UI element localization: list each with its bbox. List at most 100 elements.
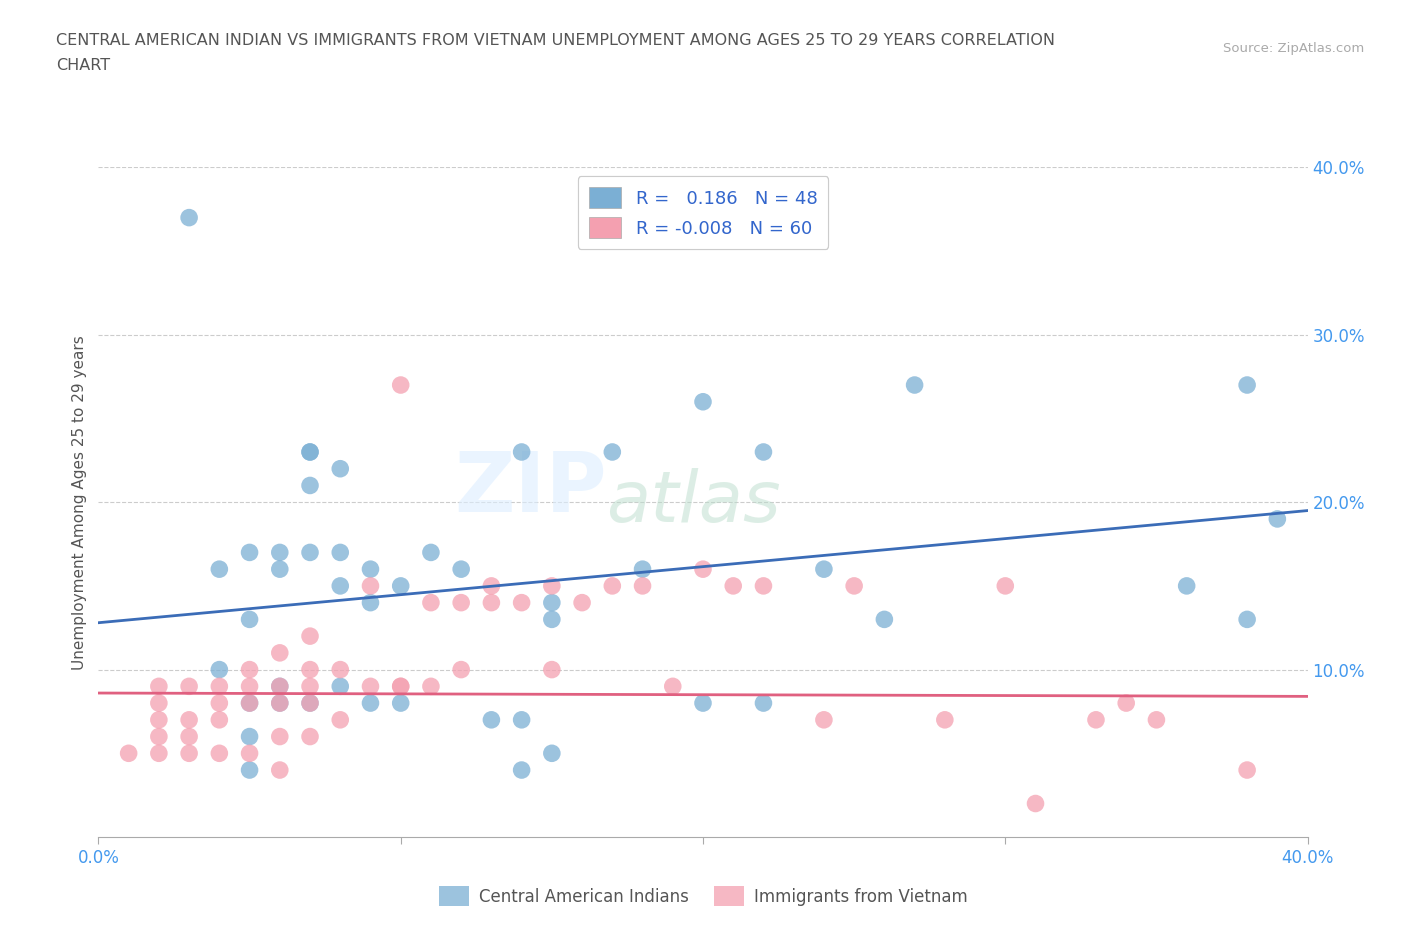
Point (299, 696, 322, 711)
Point (1265, 512, 1288, 526)
Legend: Central American Indians, Immigrants from Vietnam: Central American Indians, Immigrants fro… (432, 880, 974, 912)
Point (329, 712, 352, 727)
Point (177, 746, 201, 761)
Point (269, 696, 291, 711)
Point (329, 461, 352, 476)
Point (269, 729, 291, 744)
Point (844, 578, 866, 593)
Point (389, 696, 412, 711)
Point (540, 578, 562, 593)
Text: CHART: CHART (56, 58, 110, 73)
Point (873, 612, 896, 627)
Point (239, 662, 262, 677)
Point (813, 712, 835, 727)
Point (239, 746, 262, 761)
Point (329, 578, 352, 593)
Point (269, 763, 291, 777)
Text: CENTRAL AMERICAN INDIAN VS IMMIGRANTS FROM VIETNAM UNEMPLOYMENT AMONG AGES 25 TO: CENTRAL AMERICAN INDIAN VS IMMIGRANTS FR… (56, 33, 1056, 47)
Point (419, 595, 441, 610)
Point (1236, 763, 1258, 777)
Text: Source: ZipAtlas.com: Source: ZipAtlas.com (1223, 42, 1364, 55)
Point (239, 763, 262, 777)
Point (631, 578, 654, 593)
Point (450, 662, 472, 677)
Point (177, 712, 201, 727)
Point (329, 679, 352, 694)
Point (571, 595, 593, 610)
Point (721, 578, 744, 593)
Point (510, 595, 533, 610)
Point (269, 679, 291, 694)
Point (1236, 612, 1258, 627)
Point (177, 729, 201, 744)
Point (360, 578, 382, 593)
Point (540, 662, 562, 677)
Point (148, 679, 170, 694)
Point (329, 662, 352, 677)
Point (299, 696, 322, 711)
Point (602, 445, 624, 459)
Point (1175, 578, 1198, 593)
Point (208, 712, 231, 727)
Text: ZIP: ZIP (454, 448, 606, 529)
Point (299, 729, 322, 744)
Point (389, 679, 412, 694)
Point (239, 696, 262, 711)
Point (208, 662, 231, 677)
Legend: R =   0.186   N = 48, R = -0.008   N = 60: R = 0.186 N = 48, R = -0.008 N = 60 (578, 177, 828, 249)
Point (481, 595, 503, 610)
Point (299, 545, 322, 560)
Point (360, 562, 382, 577)
Point (510, 445, 533, 459)
Point (752, 445, 775, 459)
Point (510, 763, 533, 777)
Point (239, 545, 262, 560)
Point (299, 445, 322, 459)
Point (994, 578, 1017, 593)
Point (1144, 712, 1167, 727)
Point (389, 578, 412, 593)
Point (360, 679, 382, 694)
Point (692, 562, 714, 577)
Point (360, 696, 382, 711)
Point (299, 629, 322, 644)
Point (540, 612, 562, 627)
Point (148, 696, 170, 711)
Point (269, 696, 291, 711)
Point (419, 545, 441, 560)
Point (299, 662, 322, 677)
Y-axis label: Unemployment Among Ages 25 to 29 years: Unemployment Among Ages 25 to 29 years (72, 335, 87, 670)
Point (692, 696, 714, 711)
Point (239, 612, 262, 627)
Point (269, 545, 291, 560)
Point (148, 729, 170, 744)
Point (692, 394, 714, 409)
Point (389, 679, 412, 694)
Point (481, 578, 503, 593)
Point (813, 562, 835, 577)
Point (269, 645, 291, 660)
Point (239, 679, 262, 694)
Point (299, 445, 322, 459)
Point (299, 478, 322, 493)
Point (239, 729, 262, 744)
Point (177, 679, 201, 694)
Point (389, 378, 412, 392)
Point (299, 679, 322, 694)
Point (752, 578, 775, 593)
Point (1236, 378, 1258, 392)
Point (239, 696, 262, 711)
Point (752, 696, 775, 711)
Point (208, 562, 231, 577)
Point (1024, 796, 1046, 811)
Point (510, 712, 533, 727)
Point (540, 746, 562, 761)
Point (450, 595, 472, 610)
Text: atlas: atlas (606, 468, 780, 537)
Point (148, 712, 170, 727)
Point (208, 679, 231, 694)
Point (118, 746, 141, 761)
Point (1085, 712, 1108, 727)
Point (661, 679, 683, 694)
Point (481, 712, 503, 727)
